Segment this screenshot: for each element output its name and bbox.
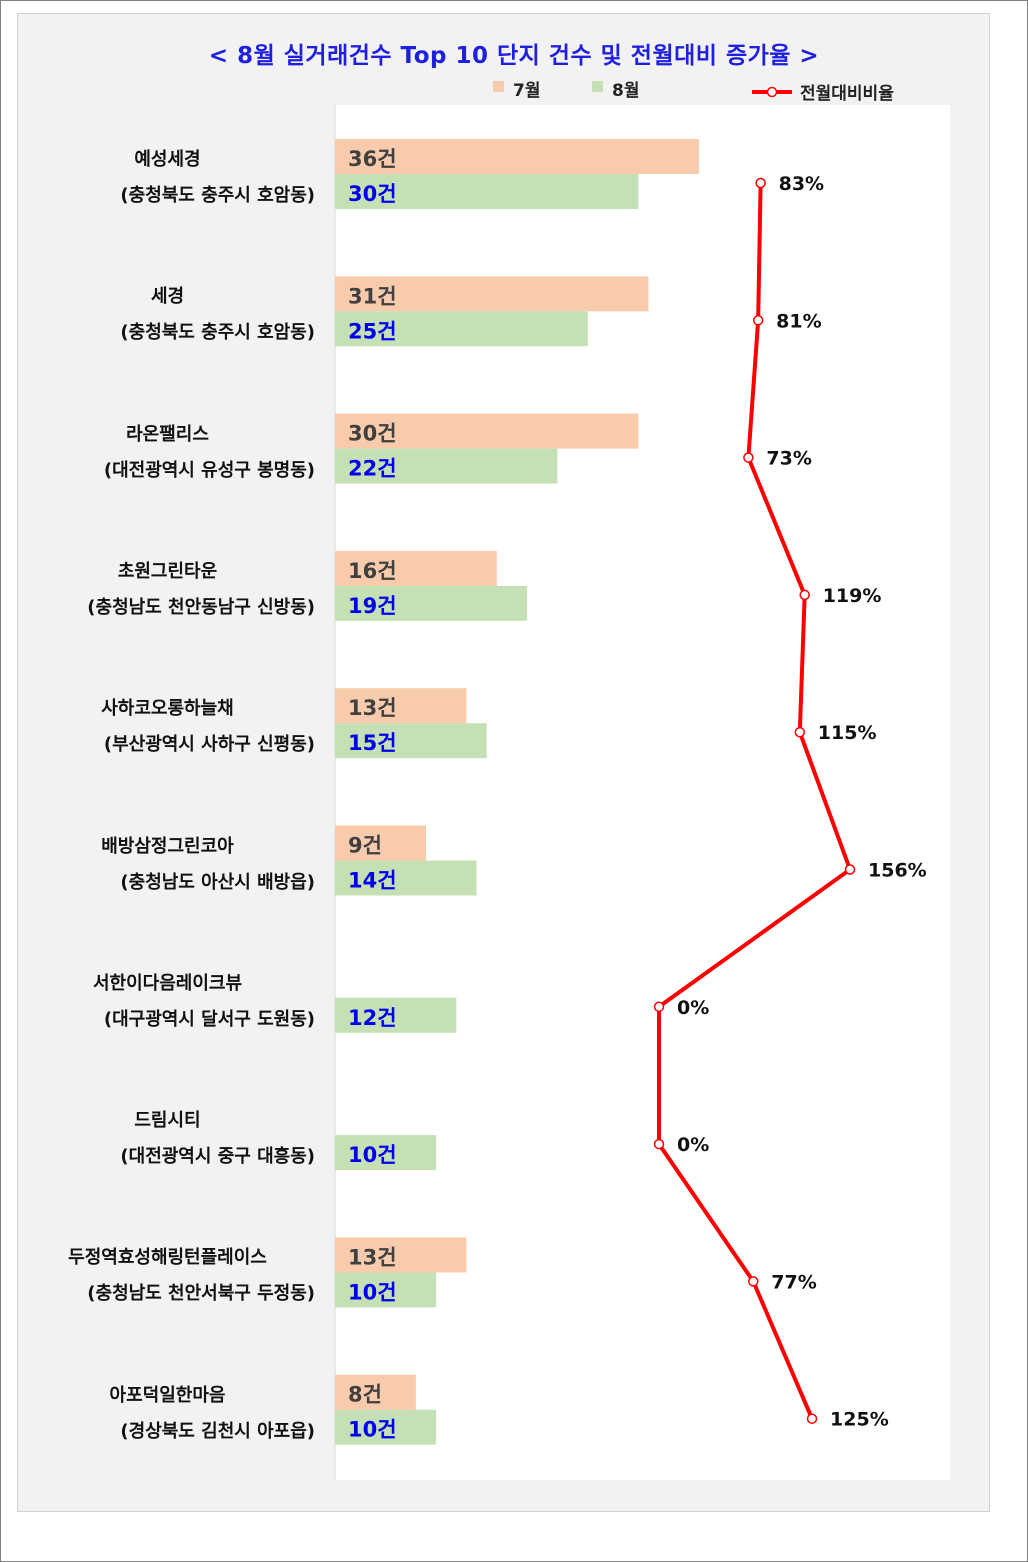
bar-label-aug: 10건 [348,1143,397,1167]
category-location: (충청북도 충주시 호암동) [120,322,315,344]
ratio-label: 81% [776,310,821,332]
bar-aug [335,311,588,347]
category-name: 서한이다음레이크뷰 [92,972,243,994]
category-name: 드림시티 [134,1110,201,1132]
category-location: (충청북도 충주시 호암동) [120,185,315,206]
ratio-label: 0% [677,997,709,1019]
bar-jul [335,139,699,174]
bar-label-aug: 12건 [348,1006,397,1030]
bar-label-aug: 25건 [348,319,397,343]
bar-aug [335,1272,437,1308]
legend-label-jul: 7월 [513,81,541,101]
bar-aug [335,860,477,896]
bar-label-jul: 36건 [348,147,397,171]
bar-label-aug: 22건 [348,457,397,481]
ratio-point [653,1001,665,1013]
category-name: 초원그린타운 [117,560,218,582]
bar-label-jul: 13건 [348,1245,397,1269]
category-name: 예성세경 [134,149,201,170]
bar-label-jul: 16건 [348,559,397,583]
bar-aug [335,174,639,209]
ratio-point [743,452,754,463]
bar-aug [335,1409,437,1445]
ratio-label: 119% [823,585,882,607]
category-name: 세경 [150,286,185,308]
category-name: 두정역효성해링턴플레이스 [68,1247,267,1269]
bar-aug [335,585,528,621]
bar-label-jul: 8건 [348,1383,382,1407]
legend-label-aug: 8월 [612,81,640,101]
bar-label-jul: 13건 [348,696,397,720]
category-location: (대전광역시 중구 대흥동) [120,1146,315,1168]
category-location: (충청남도 천안서북구 두정동) [87,1283,315,1305]
bar-aug [335,997,457,1033]
legend-swatch-jul [493,81,504,92]
bar-aug [335,723,487,759]
bar-jul [335,1237,467,1273]
legend-swatch-aug [592,81,603,92]
category-location: (경상북도 김천시 아포읍) [120,1420,315,1442]
category-location: (대전광역시 유성구 봉명동) [103,459,315,481]
category-location: (부산광역시 사하구 신평동) [103,734,315,756]
bar-label-aug: 15건 [348,731,397,755]
ratio-point [752,315,764,326]
bar-label-aug: 19건 [348,594,397,618]
bar-label-aug: 30건 [348,182,397,206]
legend-label-ratio: 전월대비비율 [800,84,894,104]
ratio-label: 0% [677,1134,709,1156]
bar-jul [335,276,649,312]
bar-label-aug: 14건 [348,869,397,893]
ratio-point [799,589,810,601]
category-location: (충청남도 아산시 배방읍) [120,871,315,893]
bar-label-jul: 30건 [348,422,397,446]
ratio-point [844,864,856,875]
bar-jul [335,825,426,861]
bar-aug [335,1135,437,1171]
category-name: 사하코오롱하늘채 [101,698,234,720]
bar-jul [335,1374,416,1410]
bar-label-aug: 10건 [348,1418,397,1442]
bar-jul [335,688,467,724]
ratio-label: 73% [766,448,811,470]
ratio-point [755,177,766,189]
category-name: 라온팰리스 [126,423,209,445]
ratio-line [657,182,852,1420]
ratio-label: 83% [779,173,824,195]
category-location: (대구광역시 달서구 도원동) [103,1008,315,1030]
chart-title: < 8월 실거래건수 Top 10 단지 건수 및 전월대비 증가율 > [208,43,820,69]
ratio-point [653,1138,665,1150]
ratio-label: 77% [771,1271,816,1293]
ratio-point [806,1413,818,1424]
bar-label-aug: 10건 [348,1280,397,1304]
category-name: 아포덕일한마음 [109,1384,226,1406]
ratio-label: 125% [830,1409,889,1431]
bar-jul [335,413,639,449]
bar-label-jul: 9건 [348,834,382,858]
bar-aug [335,448,558,484]
bar-label-jul: 31건 [348,284,397,308]
ratio-label: 115% [818,722,877,744]
category-location: (충청남도 천안동남구 신방동) [87,596,315,618]
bar-jul [335,550,497,586]
ratio-label: 156% [868,860,927,882]
ratio-point [748,1276,759,1287]
ratio-point [794,726,806,738]
category-name: 배방삼정그린코아 [101,835,234,857]
